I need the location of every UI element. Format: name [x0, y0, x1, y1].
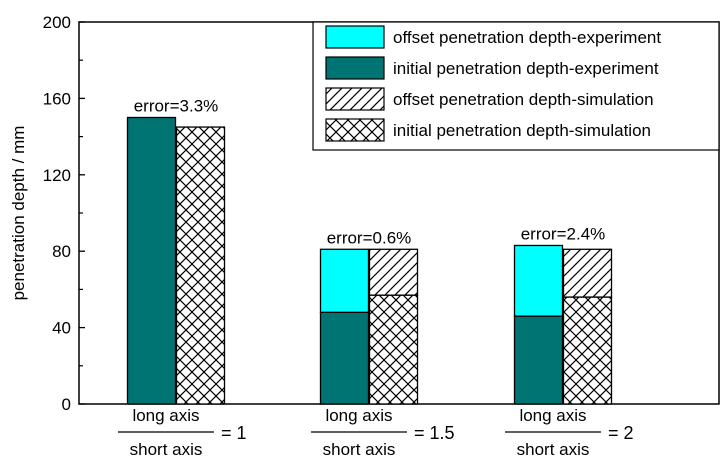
x-label-denominator: short axis	[517, 440, 590, 459]
x-label-value: = 1	[221, 423, 247, 443]
y-axis: 0 40 80 120 160 200	[43, 13, 85, 414]
bar-offset-penetration-depth-simulation	[562, 248, 613, 298]
y-tick-label: 40	[52, 319, 71, 338]
legend-label: offset penetration depth-experiment	[393, 28, 661, 47]
x-label-denominator: short axis	[323, 440, 396, 459]
bar-initial-penetration-depth-simulation	[562, 296, 613, 405]
bar-initial-penetration-depth-experiment	[513, 315, 564, 405]
y-tick-label: 120	[43, 166, 71, 185]
error-annotation: error=0.6%	[327, 228, 412, 247]
x-label-denominator: short axis	[130, 440, 203, 459]
bar-offset-penetration-depth-experiment	[513, 244, 564, 317]
x-axis: long axis short axis = 1 long axis short axi…	[118, 406, 634, 459]
bar-initial-penetration-depth-simulation	[175, 126, 226, 405]
y-tick-label: 80	[52, 242, 71, 261]
bars	[126, 116, 613, 405]
error-annotation: error=3.3%	[134, 97, 219, 116]
y-tick-label: 0	[62, 395, 71, 414]
x-label-numerator: long axis	[519, 406, 586, 425]
legend-label: initial penetration depth-simulation	[393, 121, 651, 140]
bar-offset-penetration-depth-simulation	[368, 248, 419, 296]
legend-swatch	[325, 25, 385, 49]
x-label-numerator: long axis	[132, 406, 199, 425]
legend-label: offset penetration depth-simulation	[393, 90, 654, 109]
x-label-value: = 1.5	[414, 423, 455, 443]
legend-swatch	[325, 118, 385, 142]
y-tick-label: 160	[43, 89, 71, 108]
error-annotation: error=2.4%	[521, 224, 606, 243]
bar-offset-penetration-depth-experiment	[319, 248, 370, 313]
x-label-value: = 2	[608, 423, 634, 443]
legend-label: initial penetration depth-experiment	[393, 59, 659, 78]
legend-swatch	[325, 87, 385, 111]
bar-initial-penetration-depth-experiment	[319, 311, 370, 405]
legend: offset penetration depth-experiment initi…	[312, 21, 720, 151]
y-axis-label: penetration depth / mm	[9, 126, 28, 301]
y-tick-label: 200	[43, 13, 71, 32]
bar-initial-penetration-depth-simulation	[368, 294, 419, 405]
x-label-numerator: long axis	[325, 406, 392, 425]
bar-initial-penetration-depth-experiment	[126, 116, 177, 405]
annotations: error=3.3% error=0.6% error=2.4%	[134, 97, 606, 248]
legend-swatch	[325, 56, 385, 80]
